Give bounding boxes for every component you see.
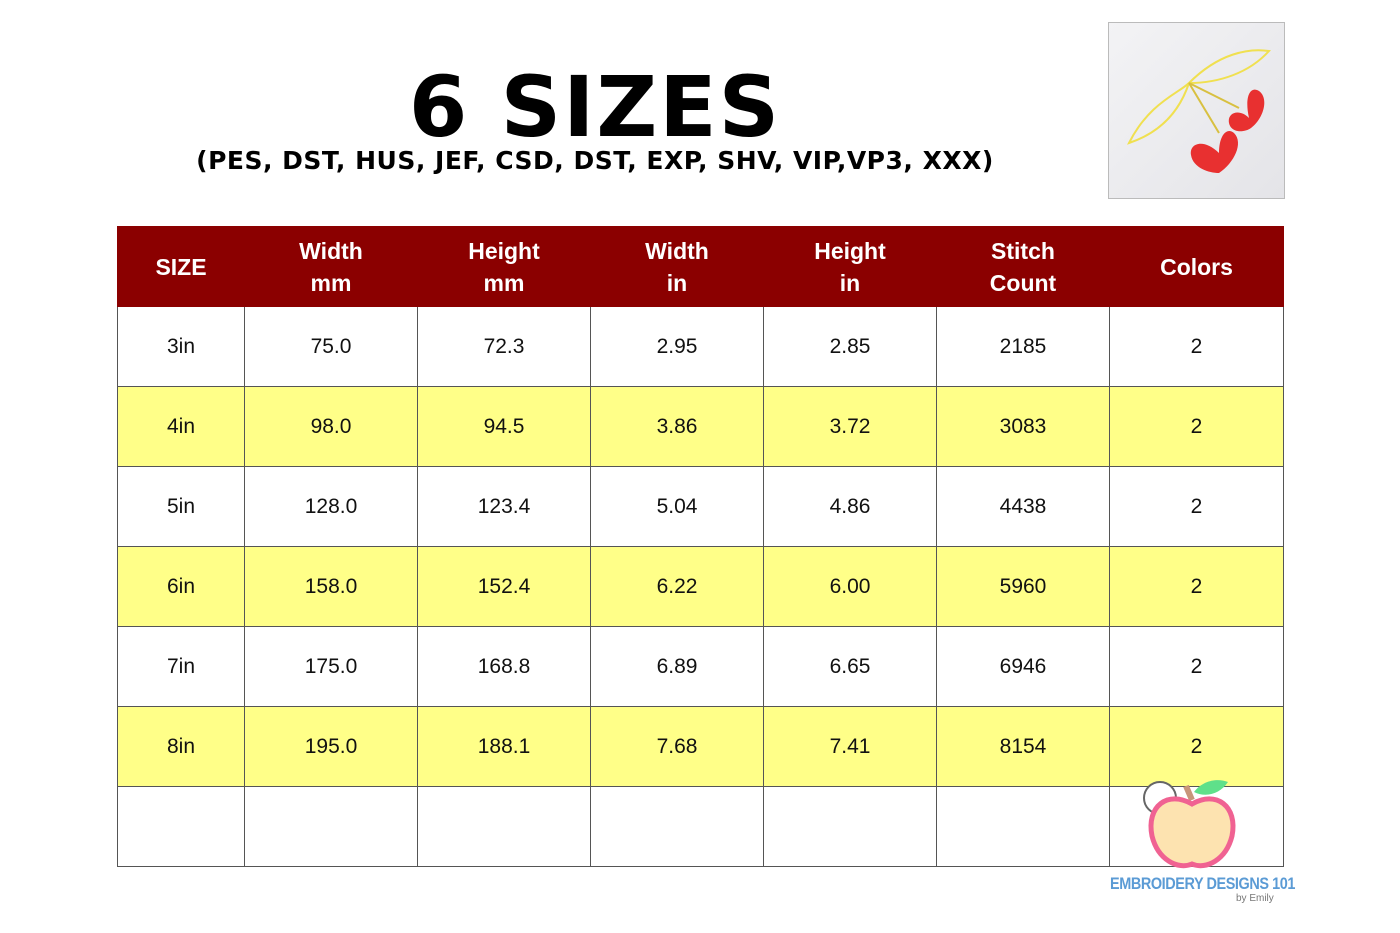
table-cell: 6.22: [590, 546, 764, 627]
table-cell: 188.1: [417, 706, 591, 787]
table-cell: 2.95: [590, 306, 764, 387]
table-cell: 3in: [117, 306, 245, 387]
table-cell: 7in: [117, 626, 245, 707]
table-cell: 5.04: [590, 466, 764, 547]
table-cell: 98.0: [244, 386, 418, 467]
table-cell: 2: [1109, 466, 1284, 547]
table-cell: 195.0: [244, 706, 418, 787]
table-cell: 75.0: [244, 306, 418, 387]
table-cell: 72.3: [417, 306, 591, 387]
page-title: 6 SIZES: [408, 58, 782, 156]
table-cell: [117, 786, 245, 867]
table-cell: 5in: [117, 466, 245, 547]
table-cell: [936, 786, 1110, 867]
table-cell: 2.85: [763, 306, 937, 387]
apple-sheep-logo-icon: [1143, 780, 1236, 869]
column-header-colors: Colors: [1109, 226, 1284, 307]
table-cell: 3.86: [590, 386, 764, 467]
table-cell: 4.86: [763, 466, 937, 547]
table-cell: 5960: [936, 546, 1110, 627]
table-cell: 94.5: [417, 386, 591, 467]
table-cell: 8in: [117, 706, 245, 787]
brand-name: EMBROIDERY DESIGNS 101: [1110, 874, 1295, 893]
cherry-design-icon: [1127, 49, 1272, 173]
table-cell: 6.89: [590, 626, 764, 707]
table-cell: 4in: [117, 386, 245, 467]
table-cell: 158.0: [244, 546, 418, 627]
table-row: 4in 98.0 94.5 3.86 3.72 3083 2: [117, 386, 1284, 467]
table-row: 3in 75.0 72.3 2.95 2.85 2185 2: [117, 306, 1284, 387]
size-table: SIZE Width mm Height mm Width in Height in S…: [117, 226, 1284, 867]
brand-logo: [1108, 778, 1278, 908]
column-header-size: SIZE: [117, 226, 245, 307]
table-cell: 168.8: [417, 626, 591, 707]
table-cell: 3.72: [763, 386, 937, 467]
table-cell: 4438: [936, 466, 1110, 547]
table-cell: 7.41: [763, 706, 937, 787]
table-cell: 6946: [936, 626, 1110, 707]
table-row: 8in 195.0 188.1 7.68 7.41 8154 2: [117, 706, 1284, 787]
table-cell: 128.0: [244, 466, 418, 547]
column-header-height-mm: Height mm: [417, 226, 591, 307]
table-header-row: SIZE Width mm Height mm Width in Height in S…: [117, 226, 1284, 307]
table-cell: [590, 786, 764, 867]
table-cell: [244, 786, 418, 867]
column-header-height-in: Height in: [763, 226, 937, 307]
column-header-stitch-count: Stitch Count: [936, 226, 1110, 307]
table-cell: 6.00: [763, 546, 937, 627]
table-cell: 7.68: [590, 706, 764, 787]
table-cell: 2: [1109, 706, 1284, 787]
table-cell: 6.65: [763, 626, 937, 707]
column-header-width-mm: Width mm: [244, 226, 418, 307]
table-cell: [417, 786, 591, 867]
table-row: 6in 158.0 152.4 6.22 6.00 5960 2: [117, 546, 1284, 627]
brand-byline: by Emily: [1236, 893, 1274, 904]
format-list: (PES, DST, HUS, JEF, CSD, DST, EXP, SHV,…: [196, 146, 994, 175]
table-cell: 2: [1109, 386, 1284, 467]
design-preview-image: [1108, 22, 1285, 199]
table-cell: 3083: [936, 386, 1110, 467]
table-row: 5in 128.0 123.4 5.04 4.86 4438 2: [117, 466, 1284, 547]
table-cell: 6in: [117, 546, 245, 627]
table-cell: 2: [1109, 546, 1284, 627]
table-row: 7in 175.0 168.8 6.89 6.65 6946 2: [117, 626, 1284, 707]
table-cell: 2: [1109, 306, 1284, 387]
table-cell: 2: [1109, 626, 1284, 707]
table-cell: 2185: [936, 306, 1110, 387]
column-header-width-in: Width in: [590, 226, 764, 307]
table-cell: 8154: [936, 706, 1110, 787]
table-cell: 152.4: [417, 546, 591, 627]
table-cell: [763, 786, 937, 867]
table-cell: 123.4: [417, 466, 591, 547]
table-cell: 175.0: [244, 626, 418, 707]
